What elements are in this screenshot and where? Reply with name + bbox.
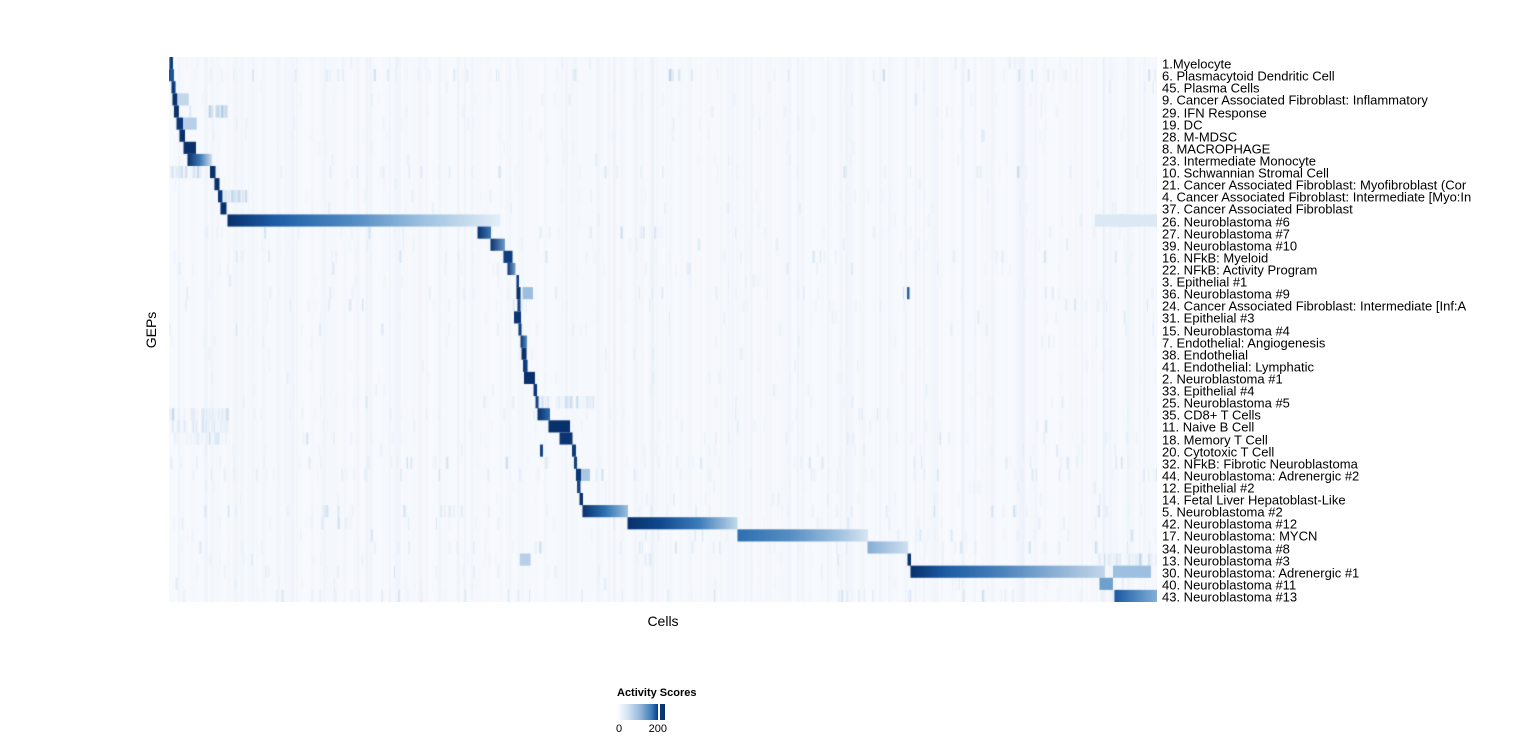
row-label: 24. Cancer Associated Fibroblast: Interm… <box>1162 298 1467 314</box>
row-label: 25. Neuroblastoma #5 <box>1162 395 1290 411</box>
row-label: 17. Neuroblastoma: MYCN <box>1162 528 1318 544</box>
x-axis-label: Cells <box>647 613 679 629</box>
heatmap-plot-area <box>169 57 1157 602</box>
row-label: 37. Cancer Associated Fibroblast <box>1162 201 1353 217</box>
row-label: 3. Epithelial #1 <box>1162 274 1248 290</box>
row-label: 33. Epithelial #4 <box>1162 383 1255 399</box>
row-label: 10. Schwannian Stromal Cell <box>1162 165 1329 181</box>
row-label: 35. CD8+ T Cells <box>1162 407 1261 423</box>
row-label: 23. Intermediate Monocyte <box>1162 153 1316 169</box>
row-label: 29. IFN Response <box>1162 105 1267 120</box>
legend: Activity Scores 0 200 <box>615 687 777 737</box>
row-label: 30. Neuroblastoma: Adrenergic #1 <box>1162 565 1360 581</box>
row-label: 22. NFkB: Activity Program <box>1162 262 1318 278</box>
row-label: 16. NFkB: Myeloid <box>1162 250 1269 266</box>
legend-colorbar <box>617 704 665 720</box>
row-label: 27. Neuroblastoma #7 <box>1162 226 1290 242</box>
row-label: 31. Epithelial #3 <box>1162 310 1255 326</box>
row-label: 2. Neuroblastoma #1 <box>1162 371 1283 387</box>
row-label: 39. Neuroblastoma #10 <box>1162 238 1298 254</box>
row-label: 28. M-MDSC <box>1162 129 1238 145</box>
row-label: 20. Cytotoxic T Cell <box>1162 444 1275 460</box>
row-label: 38. Endothelial <box>1162 347 1249 363</box>
row-label: 14. Fetal Liver Hepatoblast-Like <box>1162 492 1346 508</box>
row-label: 4. Cancer Associated Fibroblast: Interme… <box>1162 189 1472 205</box>
row-label: 1.Myelocyte <box>1162 56 1232 72</box>
row-label: 7. Endothelial: Angiogenesis <box>1162 335 1326 351</box>
row-label: 6. Plasmacytoid Dendritic Cell <box>1162 68 1335 84</box>
row-label: 15. Neuroblastoma #4 <box>1162 323 1290 338</box>
row-label: 26. Neuroblastoma #6 <box>1162 214 1290 229</box>
y-axis-label: GEPs <box>143 311 159 349</box>
row-label: 13. Neuroblastoma #3 <box>1162 553 1290 569</box>
row-label: 41. Endothelial: Lymphatic <box>1162 359 1315 375</box>
row-label: 18. Memory T Cell <box>1162 432 1268 447</box>
row-label: 43. Neuroblastoma #13 <box>1162 589 1298 605</box>
row-label: 19. DC <box>1162 117 1203 133</box>
row-label: 34. Neuroblastoma #8 <box>1162 541 1290 556</box>
legend-tick-label-200: 200 <box>648 723 667 735</box>
legend-tick-label-0: 0 <box>615 723 623 735</box>
legend-tick-mark-200 <box>657 704 660 720</box>
row-label: 45. Plasma Cells <box>1162 80 1260 96</box>
row-label: 12. Epithelial #2 <box>1162 480 1255 496</box>
row-label: 5. Neuroblastoma #2 <box>1162 504 1283 520</box>
row-label: 32. NFkB: Fibrotic Neuroblastoma <box>1162 456 1358 472</box>
row-label: 21. Cancer Associated Fibroblast: Myofib… <box>1162 177 1467 193</box>
row-label: 11. Naive B Cell <box>1162 419 1255 435</box>
row-label: 8. MACROPHAGE <box>1162 141 1271 157</box>
legend-title: Activity Scores <box>617 687 697 699</box>
row-label: 9. Cancer Associated Fibroblast: Inflamm… <box>1162 92 1428 108</box>
row-label: 42. Neuroblastoma #12 <box>1162 516 1298 532</box>
row-label: 44. Neuroblastoma: Adrenergic #2 <box>1162 468 1360 484</box>
row-label: 40. Neuroblastoma #11 <box>1162 577 1297 593</box>
row-label: 36. Neuroblastoma #9 <box>1162 286 1290 302</box>
legend-ticks: 0 200 <box>615 723 667 737</box>
